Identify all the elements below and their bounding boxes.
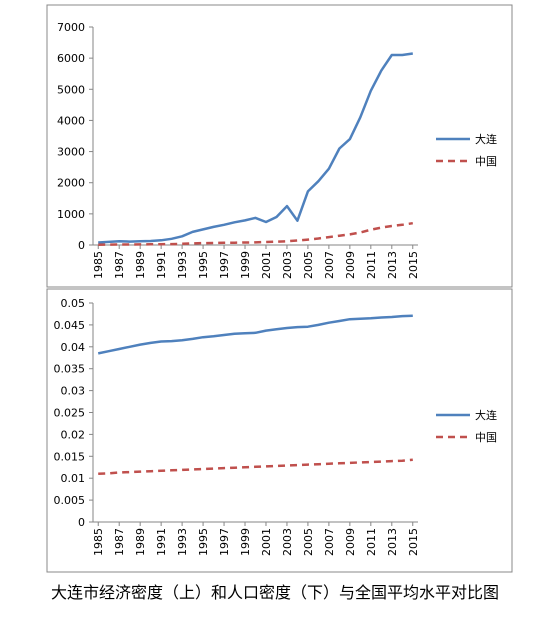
x-tick-label: 1987 xyxy=(113,528,126,556)
y-tick-label: 0.04 xyxy=(61,341,86,354)
x-tick-label: 1999 xyxy=(239,251,252,279)
y-tick-label: 0.005 xyxy=(54,494,86,507)
x-tick-label: 2015 xyxy=(407,251,420,279)
y-tick-label: 0 xyxy=(78,516,85,529)
legend-label: 中国 xyxy=(475,155,497,168)
x-tick-label: 1993 xyxy=(176,251,189,279)
y-tick-label: 1000 xyxy=(57,208,85,221)
y-tick-label: 0.035 xyxy=(54,363,86,376)
y-tick-label: 0 xyxy=(78,239,85,252)
y-tick-label: 7000 xyxy=(57,21,85,34)
x-tick-label: 2005 xyxy=(302,528,315,556)
y-tick-label: 3000 xyxy=(57,146,85,159)
y-tick-label: 0.01 xyxy=(61,472,86,485)
x-tick-label: 2013 xyxy=(386,528,399,556)
y-tick-label: 0.05 xyxy=(61,297,86,310)
x-tick-label: 1995 xyxy=(197,528,210,556)
x-tick-label: 2009 xyxy=(344,251,357,279)
x-tick-label: 1985 xyxy=(92,528,105,556)
y-tick-label: 4000 xyxy=(57,114,85,127)
x-tick-label: 2011 xyxy=(365,251,378,279)
x-tick-label: 1989 xyxy=(134,528,147,556)
series-line xyxy=(98,458,413,476)
y-tick-label: 0.025 xyxy=(54,407,86,420)
x-tick-label: 2007 xyxy=(323,251,336,279)
x-tick-label: 1987 xyxy=(113,251,126,279)
x-tick-label: 2013 xyxy=(386,251,399,279)
series-line xyxy=(98,52,413,244)
y-tick-label: 2000 xyxy=(57,177,85,190)
y-tick-label: 0.03 xyxy=(61,385,86,398)
y-tick-label: 5000 xyxy=(57,83,85,96)
y-tick-label: 0.015 xyxy=(54,450,86,463)
legend-label: 大连 xyxy=(475,408,497,422)
caption: 大连市经济密度（上）和人口密度（下）与全国平均水平对比图 xyxy=(51,583,499,602)
x-tick-label: 1991 xyxy=(155,528,168,556)
chart-panel xyxy=(46,4,513,288)
chart-panel xyxy=(46,288,513,573)
x-tick-label: 2007 xyxy=(323,528,336,556)
x-tick-label: 1999 xyxy=(239,528,252,556)
x-tick-label: 2011 xyxy=(365,528,378,556)
y-tick-label: 0.045 xyxy=(54,319,86,332)
x-tick-label: 2009 xyxy=(344,528,357,556)
x-tick-label: 2001 xyxy=(260,528,273,556)
x-tick-label: 1989 xyxy=(134,251,147,279)
y-tick-label: 6000 xyxy=(57,52,85,65)
x-tick-label: 2015 xyxy=(407,528,420,556)
x-tick-label: 1997 xyxy=(218,528,231,556)
series-line xyxy=(98,221,413,246)
legend-label: 大连 xyxy=(475,132,497,146)
y-tick-label: 0.02 xyxy=(61,428,86,441)
x-tick-label: 2001 xyxy=(260,251,273,279)
series-line xyxy=(97,314,413,355)
x-tick-label: 2003 xyxy=(281,251,294,279)
legend-label: 中国 xyxy=(475,431,497,444)
x-tick-label: 1991 xyxy=(155,251,168,279)
x-tick-label: 1985 xyxy=(92,251,105,279)
x-tick-label: 1995 xyxy=(197,251,210,279)
x-tick-label: 1997 xyxy=(218,251,231,279)
x-tick-label: 1993 xyxy=(176,528,189,556)
x-tick-label: 2003 xyxy=(281,528,294,556)
x-tick-label: 2005 xyxy=(302,251,315,279)
